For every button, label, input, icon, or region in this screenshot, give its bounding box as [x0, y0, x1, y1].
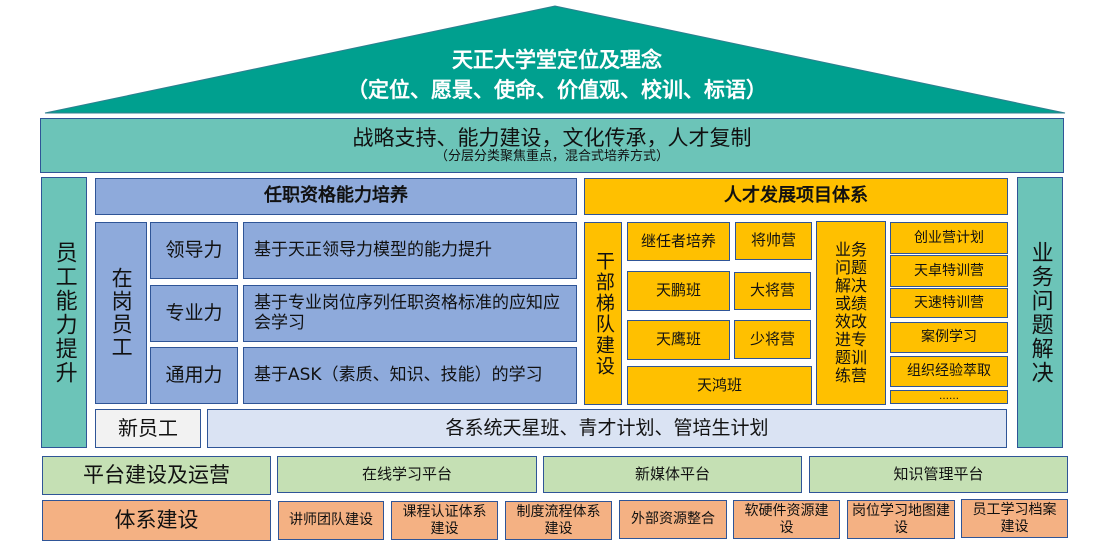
program-jiangshuai: 将帅营	[735, 222, 812, 260]
program-tianpeng: 天鹏班	[627, 271, 730, 311]
general-desc: 基于ASK（素质、知识、技能）的学习	[243, 347, 577, 404]
platform-online: 在线学习平台	[277, 456, 537, 493]
professional-label: 专业力	[150, 285, 238, 342]
list-startup: 创业营计划	[890, 222, 1008, 254]
roof-subtitle: （定位、愿景、使命、价值观、校训、标语）	[347, 78, 767, 102]
list-more: ……	[890, 390, 1008, 404]
new-staff: 新员工	[95, 409, 201, 448]
system-learning-record: 员工学习档案建设	[961, 499, 1068, 538]
general-label: 通用力	[150, 347, 238, 404]
system-process: 制度流程体系建设	[505, 501, 612, 540]
qualification-header: 任职资格能力培养	[95, 178, 577, 215]
roof	[44, 5, 1066, 114]
on-job-staff: 在岗员工	[95, 222, 147, 404]
right-pillar: 业务问题解决	[1017, 177, 1063, 448]
list-case: 案例学习	[890, 322, 1008, 353]
platform-newmedia: 新媒体平台	[543, 456, 802, 493]
program-tianhong: 天鸿班	[627, 366, 812, 405]
strategy-subtitle: （分层分类聚焦重点，混合式培养方式）	[434, 149, 669, 165]
system-label: 体系建设	[42, 500, 271, 541]
talent-header: 人才发展项目体系	[584, 178, 1008, 215]
list-tiansu: 天速特训营	[890, 288, 1008, 318]
leadership-desc: 基于天正领导力模型的能力提升	[243, 222, 577, 279]
program-successor: 继任者培养	[627, 222, 730, 261]
program-shaojiang: 少将营	[734, 320, 811, 359]
business-camp: 业务问题解决或绩效改进专题训练营	[816, 221, 886, 405]
system-external: 外部资源整合	[619, 500, 727, 539]
program-tianying: 天鹰班	[627, 320, 730, 360]
program-dajiang: 大将营	[734, 272, 811, 310]
system-lecturer: 讲师团队建设	[278, 501, 384, 540]
left-pillar: 员工能力提升	[41, 177, 87, 448]
system-course: 课程认证体系建设	[391, 501, 498, 540]
professional-desc: 基于专业岗位序列任职资格标准的应知应会学习	[243, 285, 577, 342]
list-experience: 组织经验萃取	[890, 356, 1008, 387]
roof-title: 天正大学堂定位及理念	[452, 48, 662, 72]
platform-knowledge: 知识管理平台	[809, 456, 1068, 493]
list-tianzhuo: 天卓特训营	[890, 255, 1008, 287]
platform-label: 平台建设及运营	[42, 456, 271, 495]
strategy-title: 战略支持、能力建设，文化传承，人才复制	[352, 125, 752, 150]
new-staff-desc: 各系统天星班、青才计划、管培生计划	[207, 409, 1007, 448]
system-hardware: 软硬件资源建设	[733, 500, 840, 539]
strategy-band: 战略支持、能力建设，文化传承，人才复制 （分层分类聚焦重点，混合式培养方式）	[40, 118, 1064, 173]
cadre-building: 干部梯队建设	[584, 222, 622, 405]
leadership-label: 领导力	[150, 222, 238, 279]
system-learning-map: 岗位学习地图建设	[847, 500, 955, 539]
